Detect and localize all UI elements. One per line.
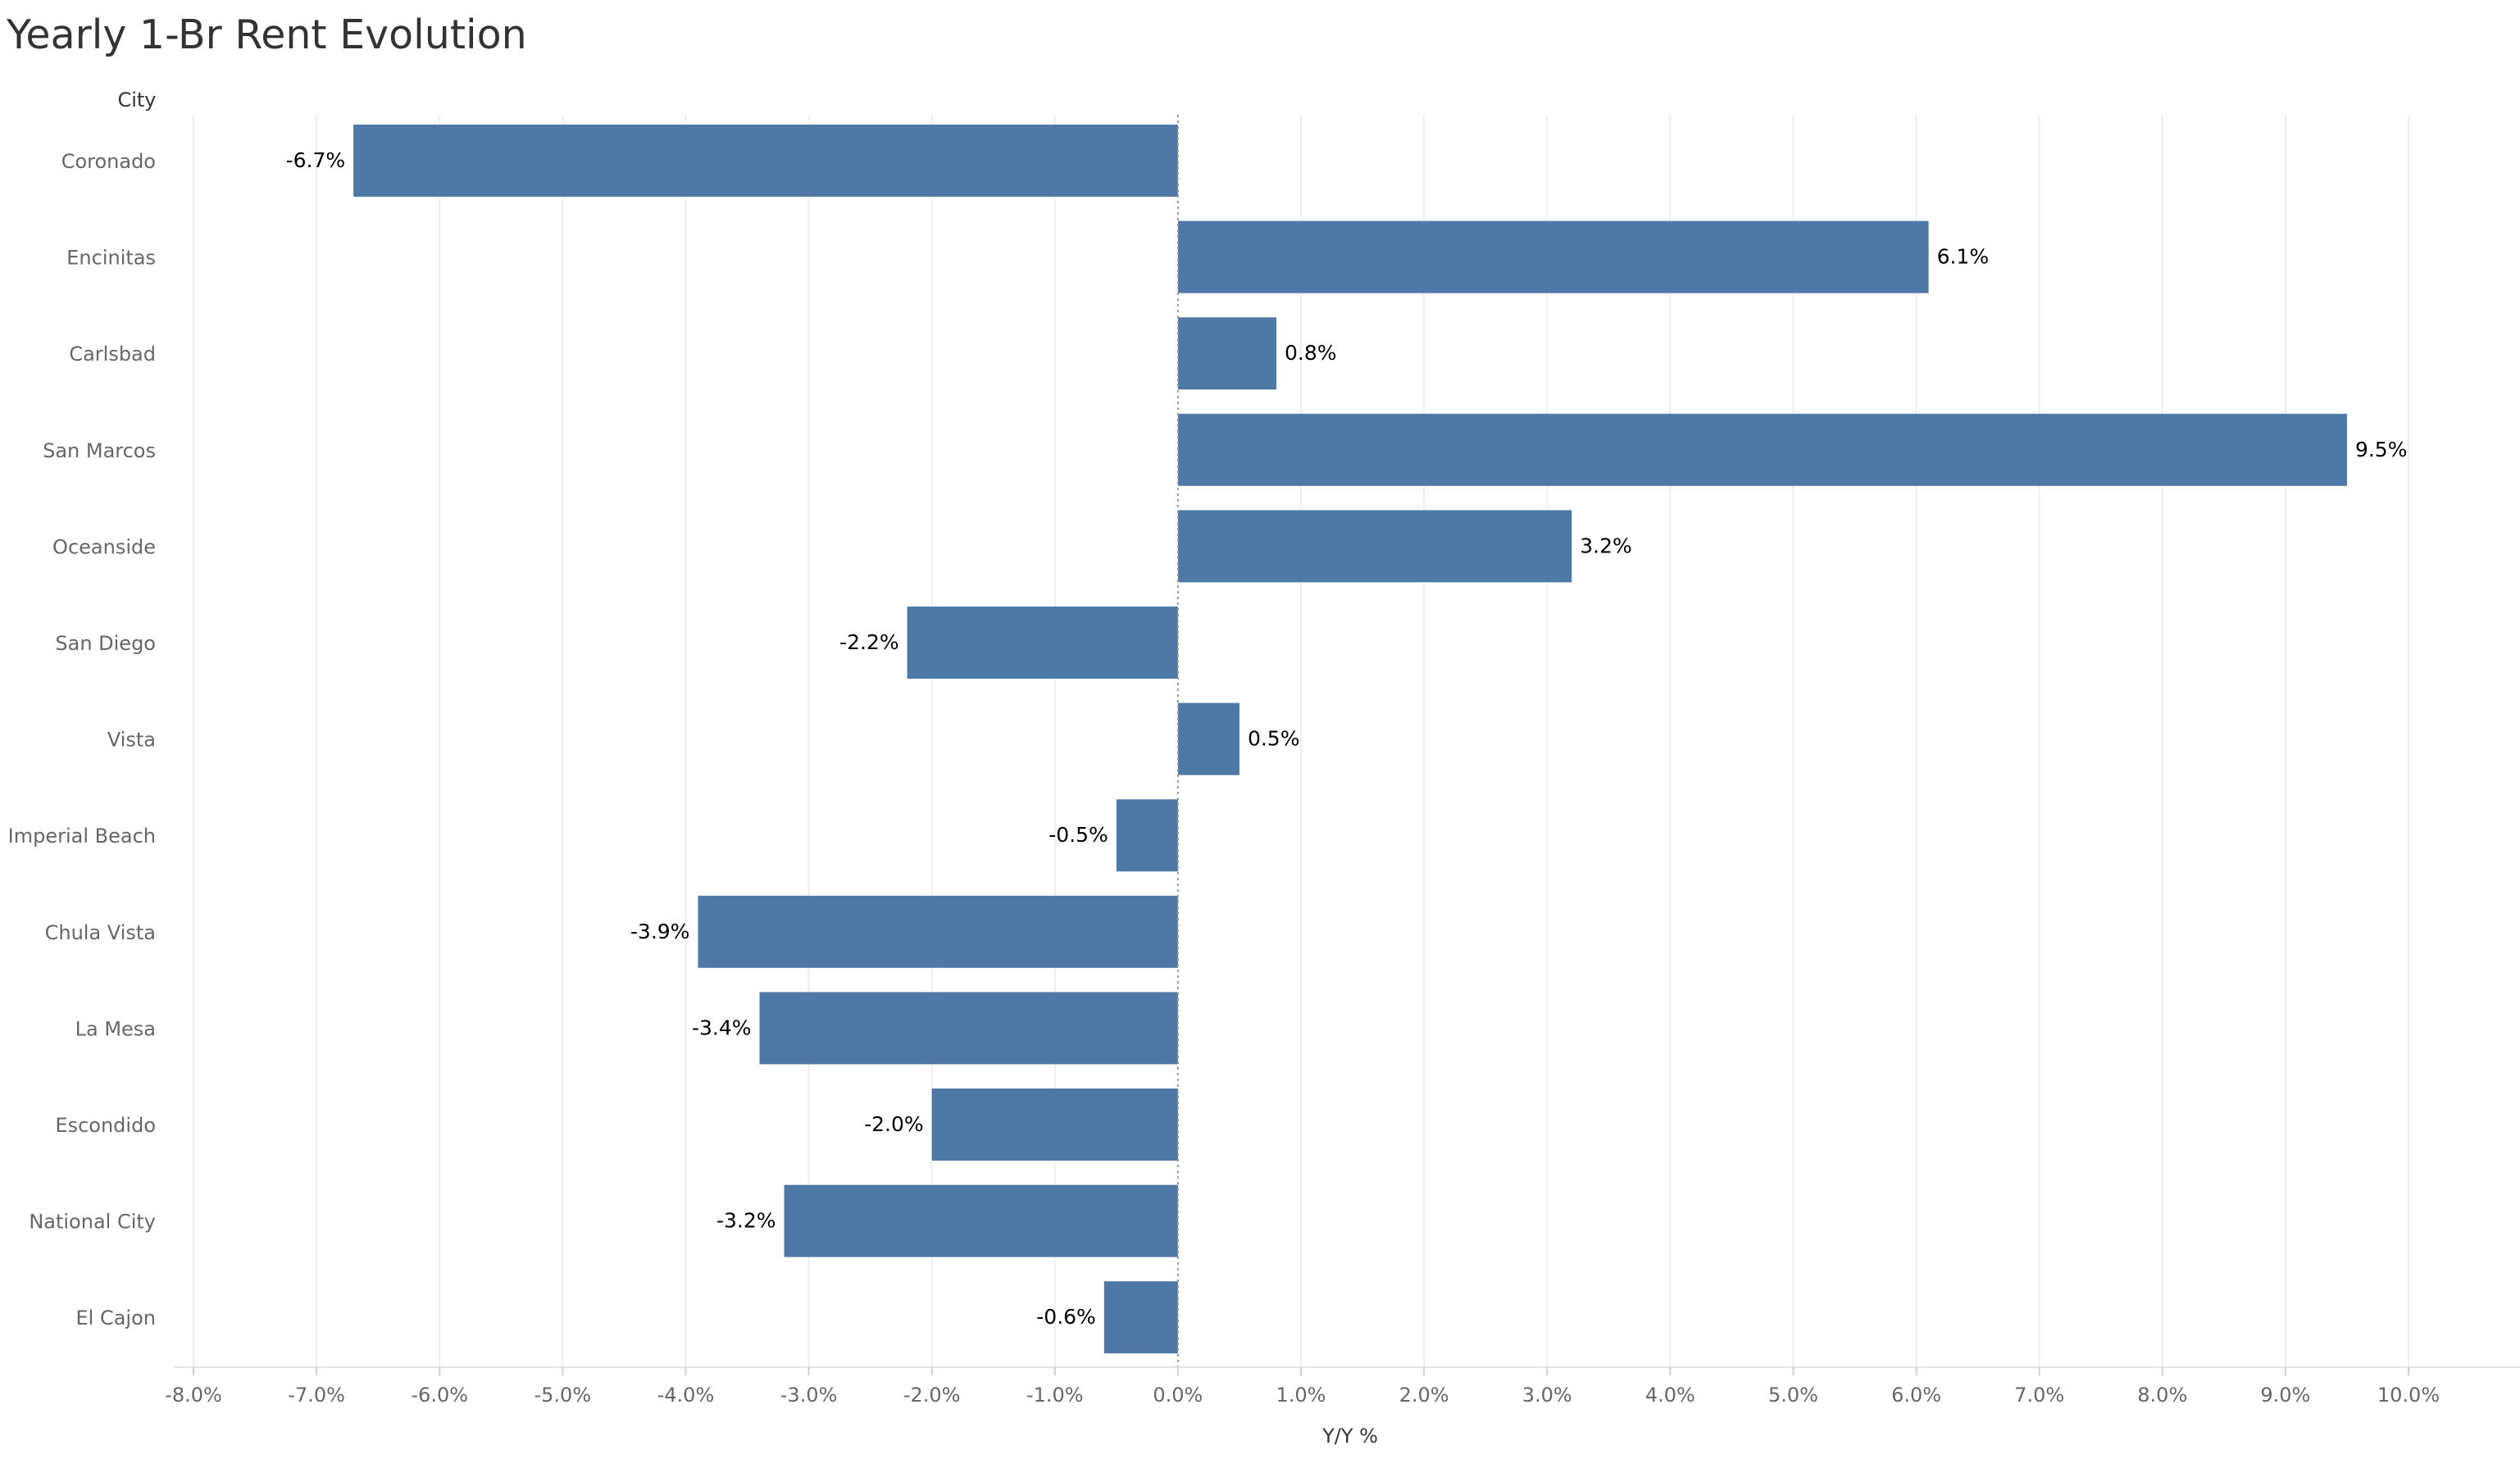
bar-san-diego [907,607,1178,679]
bar-carlsbad [1177,317,1276,390]
y-axis-categories: Coronado Encinitas Carlsbad San Marcos Ocean… [8,150,156,1329]
data-label-national-city: -3.2% [716,1209,776,1233]
tick-label-5-0: -5.0% [534,1384,592,1407]
data-label-san-marcos: 9.5% [2355,438,2408,461]
bar-coronado [353,125,1178,197]
tick-label-6-0: 6.0% [1891,1384,1941,1407]
data-label-coronado: -6.7% [286,148,346,172]
tick-label-4-0: 4.0% [1645,1384,1695,1407]
data-label-oceanside: 3.2% [1580,534,1632,557]
tick-label-1-0: 1.0% [1276,1384,1326,1407]
bar-national-city [784,1184,1178,1257]
grid-lines [193,115,2409,1367]
tick-label-7-0: 7.0% [2014,1384,2064,1407]
category-label-san-marcos: San Marcos [43,439,156,462]
tick-label-6-0: -6.0% [411,1384,468,1407]
bar-la-mesa [759,992,1178,1065]
bar-encinitas [1177,220,1929,293]
data-label-el-cajon: -0.6% [1036,1305,1096,1329]
category-label-san-diego: San Diego [55,632,156,655]
tick-label-7-0: -7.0% [288,1384,345,1407]
bar-escondido [931,1089,1178,1161]
category-label-imperial-beach: Imperial Beach [8,825,156,848]
category-label-encinitas: Encinitas [66,247,156,270]
tick-label-8-0: -8.0% [165,1384,222,1407]
category-label-chula-vista: Chula Vista [45,921,156,944]
data-label-vista: 0.5% [1248,727,1300,751]
data-label-la-mesa: -3.4% [692,1016,752,1039]
category-label-national-city: National City [29,1211,156,1234]
bar-el-cajon [1103,1281,1178,1354]
tick-label-1-0: -1.0% [1026,1384,1084,1407]
data-label-san-diego: -2.2% [839,630,899,654]
category-label-escondido: Escondido [55,1114,156,1137]
bar-oceanside [1177,510,1572,583]
tick-label-2-0: 2.0% [1399,1384,1449,1407]
category-label-carlsbad: Carlsbad [69,343,156,366]
category-label-oceanside: Oceanside [52,535,156,558]
bar-imperial-beach [1116,799,1178,872]
category-label-vista: Vista [107,729,156,752]
tick-label-9-0: 9.0% [2260,1384,2310,1407]
category-label-el-cajon: El Cajon [76,1307,157,1329]
data-label-chula-vista: -3.9% [630,920,690,943]
bars [353,125,2347,1354]
data-label-imperial-beach: -0.5% [1048,823,1108,847]
category-header: City [117,89,156,111]
data-label-escondido: -2.0% [864,1112,924,1136]
bar-vista [1177,702,1240,775]
bar-san-marcos [1177,413,2347,486]
chart-title: Yearly 1-Br Rent Evolution [7,11,527,58]
x-axis-ticks: -8.0% -7.0% -6.0% -5.0% -4.0% -3.0% -2.0% -1.0%… [165,1367,2440,1407]
category-label-la-mesa: La Mesa [75,1017,156,1040]
tick-label-2-0: -2.0% [903,1384,961,1407]
tick-label-0-0: 0.0% [1153,1384,1203,1407]
data-label-carlsbad: 0.8% [1285,341,1337,365]
data-labels: -6.7% 6.1% 0.8% 9.5% 3.2% -2.2% 0.5% -0.5% -3.9%… [286,148,2408,1329]
x-axis-title: Y/Y % [1321,1425,1378,1448]
data-label-encinitas: 6.1% [1937,245,1990,269]
tick-label-3-0: 3.0% [1522,1384,1572,1407]
tick-label-3-0: -3.0% [780,1384,838,1407]
bar-chula-vista [698,895,1178,968]
tick-label-4-0: -4.0% [657,1384,715,1407]
category-label-coronado: Coronado [61,150,156,173]
tick-label-10-0: 10.0% [2377,1384,2440,1407]
tick-label-5-0: 5.0% [1768,1384,1818,1407]
tick-label-8-0: 8.0% [2137,1384,2187,1407]
